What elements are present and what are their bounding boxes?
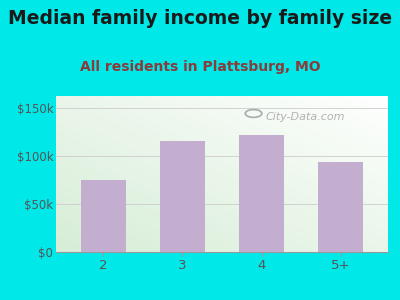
Bar [160, 141, 206, 252]
Bar [318, 162, 364, 252]
Text: All residents in Plattsburg, MO: All residents in Plattsburg, MO [80, 60, 320, 74]
Bar [80, 180, 126, 252]
Bar [238, 134, 284, 252]
Text: City-Data.com: City-Data.com [265, 112, 345, 122]
Text: Median family income by family size: Median family income by family size [8, 9, 392, 28]
